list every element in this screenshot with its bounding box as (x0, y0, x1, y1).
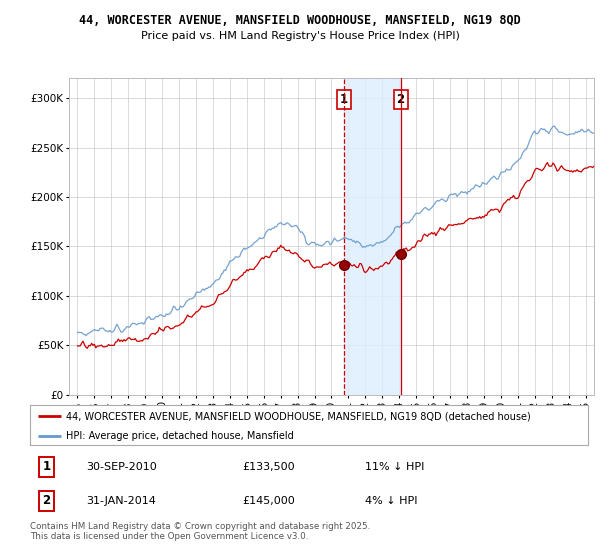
Text: 44, WORCESTER AVENUE, MANSFIELD WOODHOUSE, MANSFIELD, NG19 8QD (detached house): 44, WORCESTER AVENUE, MANSFIELD WOODHOUS… (66, 411, 531, 421)
Text: £145,000: £145,000 (242, 496, 295, 506)
Text: Contains HM Land Registry data © Crown copyright and database right 2025.
This d: Contains HM Land Registry data © Crown c… (30, 522, 370, 542)
Text: 1: 1 (340, 92, 348, 106)
Text: 4% ↓ HPI: 4% ↓ HPI (365, 496, 418, 506)
Text: 2: 2 (42, 494, 50, 507)
Text: 1: 1 (42, 460, 50, 473)
Bar (344, 78, 401, 395)
Text: 11% ↓ HPI: 11% ↓ HPI (365, 462, 424, 472)
Text: 30-SEP-2010: 30-SEP-2010 (86, 462, 157, 472)
Text: 2: 2 (397, 92, 404, 106)
Text: HPI: Average price, detached house, Mansfield: HPI: Average price, detached house, Mans… (66, 431, 294, 441)
Text: Price paid vs. HM Land Registry's House Price Index (HPI): Price paid vs. HM Land Registry's House … (140, 31, 460, 41)
Text: 31-JAN-2014: 31-JAN-2014 (86, 496, 155, 506)
Text: £133,500: £133,500 (242, 462, 295, 472)
Text: 44, WORCESTER AVENUE, MANSFIELD WOODHOUSE, MANSFIELD, NG19 8QD: 44, WORCESTER AVENUE, MANSFIELD WOODHOUS… (79, 14, 521, 27)
